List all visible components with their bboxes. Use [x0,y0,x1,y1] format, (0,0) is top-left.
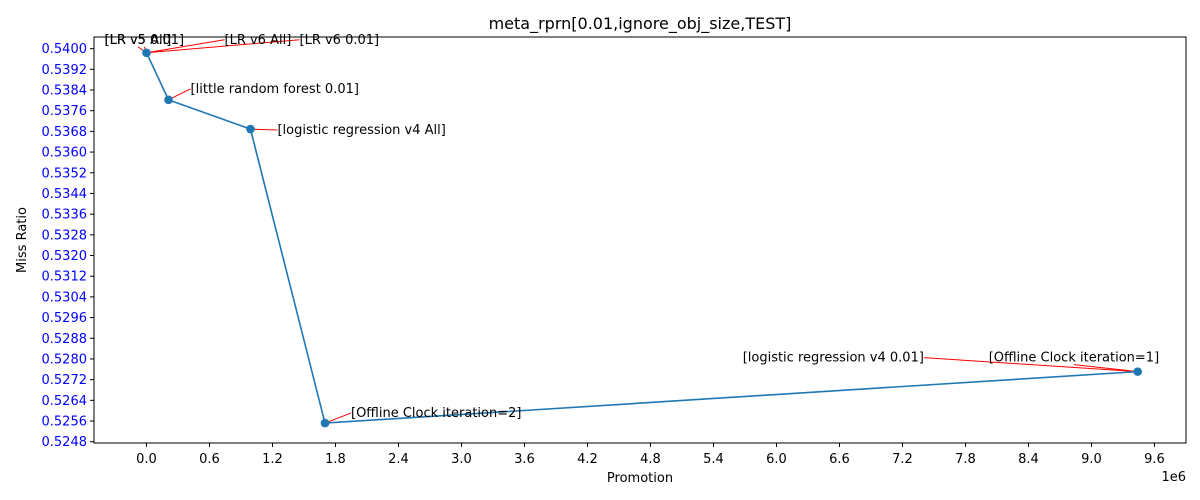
annotation-arrow [923,357,1138,373]
series-line [142,48,1142,428]
y-axis: 0.5248 0.5256 0.5264 0.5272 0.5280 0.5288 0.52… [42,42,94,450]
x-tick-label: 9.0 [1081,452,1102,467]
y-tick-label: 0.5384 [42,84,88,99]
y-axis-title: Miss Ratio [15,207,30,273]
data-point [320,418,330,428]
x-axis-offset-label: 1e6 [1161,470,1186,485]
data-point [1133,367,1142,376]
y-tick-label: 0.5296 [42,311,88,326]
annotation-arrow [146,39,225,54]
y-tick-label: 0.5304 [42,290,88,305]
y-tick-label: 0.5392 [42,63,88,78]
x-tick-label: 8.4 [1018,452,1039,467]
x-tick-label: 0.0 [136,452,157,467]
x-axis: 0.0 0.6 1.2 1.8 2.4 3.0 3.6 4.2 4.8 5.4 6.0 6.6 7.2 7… [136,443,1165,467]
annotation-arrow [146,39,300,54]
annotation-label: [logistic regression v4 0.01] [743,351,924,366]
x-tick-label: 7.2 [892,452,913,467]
data-point [164,95,173,105]
annotation-label: [logistic regression v4 All] [277,123,445,138]
x-tick-label: 6.0 [766,452,787,467]
annotation-label: [little random forest 0.01] [191,82,359,97]
annotation-label: [LR v5 All] [105,33,172,48]
x-tick-label: 1.2 [262,452,283,467]
y-tick-label: 0.5400 [42,42,88,57]
y-tick-label: 0.5320 [42,249,88,264]
x-tick-label: 9.6 [1144,452,1165,467]
y-tick-label: 0.5328 [42,228,88,243]
y-tick-label: 0.5288 [42,332,88,347]
x-tick-label: 4.8 [640,452,661,467]
y-tick-label: 0.5312 [42,270,88,285]
series-path [145,52,1138,424]
y-tick-label: 0.5256 [42,415,88,430]
annotation-arrow [250,128,278,131]
data-point [142,48,151,58]
x-axis-title: Promotion [607,471,673,486]
y-tick-label: 0.5368 [42,125,88,140]
x-tick-label: 3.0 [451,452,472,467]
y-tick-label: 0.5336 [42,208,88,223]
chart-title: meta_rprn[0.01,ignore_obj_size,TEST] [489,14,792,34]
y-tick-label: 0.5344 [42,187,88,202]
y-tick-label: 0.5264 [42,394,88,409]
x-tick-label: 5.4 [703,452,724,467]
annotation-label: [Offline Clock iteration=1] [989,351,1159,366]
x-tick-label: 3.6 [514,452,535,467]
x-tick-label: 4.2 [577,452,598,467]
plot-frame [93,36,1187,444]
annotation-label: [LR v5 0.01] [105,33,185,48]
x-tick-label: 7.8 [955,452,976,467]
y-tick-label: 0.5352 [42,166,88,181]
annotation-label: [Offline Clock iteration=2] [351,406,521,421]
y-tick-label: 0.5360 [42,146,88,161]
annotation-arrow [324,412,352,424]
data-point [246,124,255,134]
y-tick-label: 0.5280 [42,352,88,367]
annotation-label: [LR v6 All] [225,33,292,48]
annotation-arrow [1073,364,1138,373]
annotation-label: [LR v6 0.01] [300,33,380,48]
y-tick-label: 0.5248 [42,435,88,450]
x-tick-label: 1.8 [325,452,346,467]
x-tick-label: 2.4 [388,452,409,467]
y-tick-label: 0.5376 [42,104,88,119]
annotations: [LR v5 All][LR v5 0.01] [LR v6 All] [LR v6… [105,33,1160,421]
annotation-arrows [137,39,1138,424]
x-tick-label: 6.6 [829,452,850,467]
y-tick-label: 0.5272 [42,373,88,388]
x-tick-label: 0.6 [199,452,220,467]
